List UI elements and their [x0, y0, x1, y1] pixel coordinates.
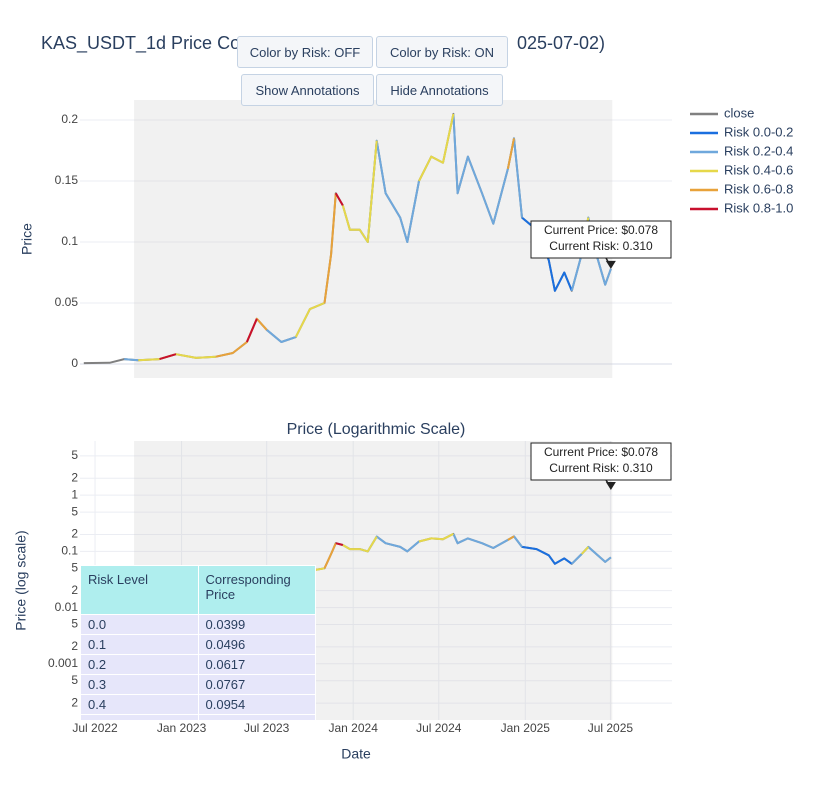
y-tick-label: 5	[71, 560, 78, 574]
y-tick-label: 1	[71, 487, 78, 501]
y-tick-label: 2	[71, 470, 78, 484]
arrow-head	[605, 260, 616, 269]
x-tick-label: Jan 2023	[157, 721, 207, 735]
table-cell: 0.1186	[197, 714, 316, 720]
y-tick-label: 0.1	[61, 234, 78, 248]
legend-label: Risk 0.4-0.6	[724, 162, 793, 177]
x-tick-label: Jul 2023	[244, 721, 290, 735]
table: Risk Level Corresponding Price 0.0 0.0399 0.…	[80, 565, 316, 720]
table-cell: 0.0399	[197, 614, 316, 635]
annotation-text: Current Risk: 0.310	[549, 239, 653, 253]
y-tick-label: 5	[71, 448, 78, 462]
x-tick-label: Jan 2025	[501, 721, 551, 735]
y-tick-label: 2	[71, 583, 78, 597]
annotation-text: Current Price: $0.078	[544, 445, 658, 459]
button[interactable]: Color by Risk: OFF	[237, 36, 373, 68]
table-row: 0.1 0.0496	[80, 634, 316, 655]
table-cell: 0.0617	[197, 654, 316, 675]
legend-label: Risk 0.0-0.2	[724, 124, 793, 139]
annotation-box	[530, 442, 672, 481]
table-row: 0.2 0.0617	[80, 654, 316, 675]
y-tick-label: 5	[71, 617, 78, 631]
y-tick-label: 5	[71, 673, 78, 687]
y-axis-title: Price	[19, 223, 35, 255]
y-tick-label: 2	[71, 639, 78, 653]
x-tick-label: Jul 2025	[588, 721, 634, 735]
y-tick-label: 0.2	[61, 112, 78, 126]
legend-label: Risk 0.8-1.0	[724, 200, 793, 215]
annotation-text: Current Price: $0.078	[544, 223, 658, 237]
button[interactable]: Hide Annotations	[376, 74, 503, 106]
legend-label: close	[724, 105, 754, 120]
table-cell: 0.5	[80, 714, 199, 720]
y-tick-label: 0.001	[48, 656, 78, 670]
table-cell: 0.0	[80, 614, 199, 635]
x-axis-title: Date	[341, 746, 371, 762]
series-line	[159, 192, 344, 361]
y-tick-label: 5	[71, 504, 78, 518]
y-tick-label: 0	[71, 356, 78, 370]
annotation-box	[530, 220, 672, 259]
y-tick-label: 2	[71, 695, 78, 709]
arrow-head	[605, 482, 616, 490]
series-line	[521, 545, 573, 565]
table-cell: 0.0954	[197, 694, 316, 715]
table-row: 0.4 0.0954	[80, 694, 316, 715]
table-cell: Corresponding Price	[197, 565, 316, 615]
table-cell: 0.0496	[197, 634, 316, 655]
series-line	[124, 113, 612, 362]
table-row: Risk Level Corresponding Price	[80, 565, 316, 615]
x-tick-label: Jul 2022	[72, 721, 118, 735]
table-cell: Risk Level	[80, 565, 199, 615]
button[interactable]: Show Annotations	[241, 74, 374, 106]
table-row: 0.0 0.0399	[80, 614, 316, 635]
chart-title: KAS_USDT_1d Price Co	[41, 33, 240, 54]
y-tick-label: 0.01	[55, 600, 79, 614]
risk-table: Risk Level Corresponding Price 0.0 0.0399 0.…	[80, 565, 316, 720]
subplot-title: Price (Logarithmic Scale)	[287, 421, 466, 438]
chart-title: 025-07-02)	[517, 33, 605, 53]
y-tick-label: 0.15	[55, 173, 79, 187]
button[interactable]: Color by Risk: ON	[376, 36, 508, 68]
table-cell: 0.4	[80, 694, 199, 715]
y-tick-label: 2	[71, 527, 78, 541]
table-row: 0.50.1186	[80, 714, 316, 720]
x-tick-label: Jan 2024	[328, 721, 378, 735]
x-tick-label: Jul 2024	[416, 721, 462, 735]
y-axis-title: Price (log scale)	[13, 530, 29, 630]
table-cell: 0.3	[80, 674, 199, 695]
legend-label: Risk 0.2-0.4	[724, 143, 793, 158]
y-tick-label: 0.1	[61, 544, 78, 558]
table-cell: 0.2	[80, 654, 199, 675]
annotation-text: Current Risk: 0.310	[549, 461, 653, 475]
y-tick-label: 0.05	[55, 295, 79, 309]
table-cell: 0.1	[80, 634, 199, 655]
table-row: 0.3 0.0767	[80, 674, 316, 695]
legend-label: Risk 0.6-0.8	[724, 181, 793, 196]
table-cell: 0.0767	[197, 674, 316, 695]
